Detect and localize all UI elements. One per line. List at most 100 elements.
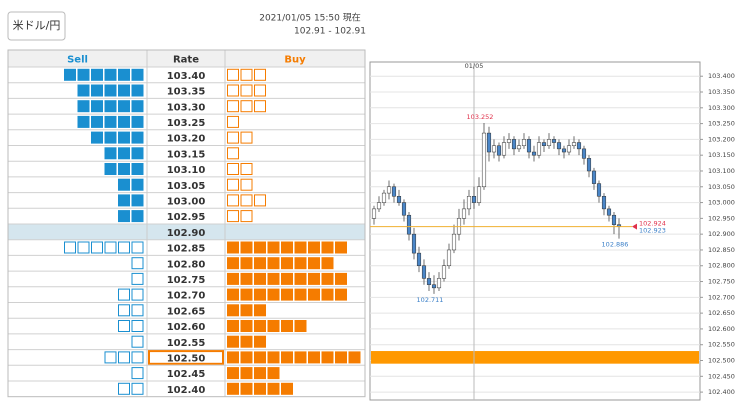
sell-square [77, 84, 90, 97]
buy-square [267, 241, 280, 254]
row-bg [8, 192, 365, 209]
buy-square [227, 131, 239, 144]
button-frame[interactable] [7, 11, 66, 41]
candle-body [466, 196, 472, 210]
pair-button[interactable]: 米ドル/円 [7, 11, 66, 41]
sell-square [118, 68, 130, 81]
sell-square [91, 241, 103, 254]
candle-body [601, 196, 607, 210]
candle-body [441, 265, 447, 279]
rate: 103.20 [167, 134, 206, 145]
rate: 102.90 [167, 228, 206, 239]
candle-body [511, 139, 517, 150]
x-tick-label: 01/05 [465, 62, 484, 70]
candle-body [436, 278, 442, 289]
rate: 102.50 [167, 353, 206, 364]
buy-square [227, 115, 239, 128]
candle-body [611, 214, 617, 225]
buy-square [267, 351, 280, 364]
sell-square [131, 147, 144, 160]
buy-square [240, 210, 253, 223]
rate: 103.30 [167, 102, 206, 113]
timestamp: 2021/01/05 15:50 現在 [259, 12, 361, 24]
sell-square [104, 131, 117, 144]
sell-square [118, 351, 130, 364]
candle-body [521, 139, 527, 146]
candle-body [416, 252, 422, 266]
candle-body [506, 139, 512, 143]
sell-square [118, 320, 130, 332]
buy-square [240, 272, 253, 285]
extreme-label: 102.711 [417, 296, 444, 304]
sell-square [77, 100, 90, 113]
sell-square [131, 84, 144, 97]
sell-square [131, 163, 144, 175]
sell-square [104, 163, 117, 175]
buy-square [281, 288, 293, 301]
y-tick-label: 103.150 [708, 151, 735, 159]
sell-square [64, 68, 76, 81]
sell-square [118, 304, 130, 317]
sell-square [131, 335, 144, 348]
sell-square [118, 241, 130, 254]
buy-square [240, 178, 253, 191]
buy-square [254, 304, 266, 317]
buy-square [227, 351, 239, 364]
candle-body [411, 233, 417, 254]
sell-square [77, 115, 90, 128]
row-bg [8, 333, 365, 350]
buy-square [227, 84, 239, 97]
rate: 102.75 [167, 275, 206, 286]
sell-square [104, 68, 117, 81]
rate: 103.35 [167, 87, 206, 98]
candle-body [486, 132, 492, 153]
candle-body [561, 148, 567, 153]
rate: 103.40 [167, 71, 206, 82]
candle-body [376, 202, 382, 210]
buy-square [227, 382, 239, 395]
candle-body [596, 183, 602, 197]
buy-square [281, 351, 293, 364]
buy-square [294, 351, 307, 364]
candle-body [461, 208, 467, 219]
chart: 103.400 103.350 103.300 103.250 103.200 103.1… [369, 61, 735, 401]
buy-square [294, 288, 307, 301]
sell-square [104, 84, 117, 97]
buy-square [227, 272, 239, 285]
price-label: 102.923 [639, 227, 666, 235]
y-tick-label: 102.600 [708, 325, 735, 333]
buy-square [240, 163, 253, 175]
y-tick-label: 102.500 [708, 357, 735, 365]
candle-body [541, 142, 547, 146]
sell-square [131, 131, 144, 144]
y-tick-label: 102.700 [708, 293, 735, 301]
buy-square [348, 351, 361, 364]
buy-square [267, 367, 280, 380]
buy-square [227, 210, 239, 223]
candle-body [556, 142, 562, 150]
buy-square [308, 351, 320, 364]
sell-square [118, 115, 130, 128]
candle-body [566, 145, 572, 153]
sell-square [131, 241, 144, 254]
row-bg [8, 161, 365, 177]
button-label[interactable]: 米ドル/円 [13, 19, 61, 32]
sell-square [131, 68, 144, 81]
candle-body [386, 186, 392, 194]
row-bg [8, 145, 365, 162]
buy-square [240, 84, 253, 97]
buy-square [321, 272, 334, 285]
buy-square [254, 194, 266, 207]
candle-body [576, 142, 582, 150]
buy-square [308, 241, 320, 254]
buy-square [294, 320, 307, 332]
buy-square [254, 335, 266, 348]
sell-square [91, 68, 103, 81]
sell-square [131, 194, 144, 207]
sell-square [64, 241, 76, 254]
buy-square [281, 272, 293, 285]
buy-square [254, 241, 266, 254]
buy-square [240, 367, 253, 380]
buy-square [281, 320, 293, 332]
